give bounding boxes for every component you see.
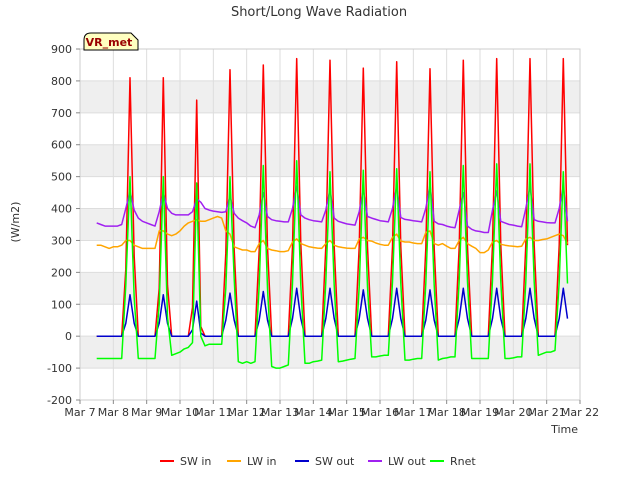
y-axis-label: (W/m2) — [9, 202, 22, 243]
y-tick-label: 700 — [51, 107, 72, 120]
legend-label: LW out — [388, 455, 426, 468]
legend-item: SW out — [295, 455, 355, 468]
background-band — [80, 208, 580, 241]
legend-item: SW in — [160, 455, 211, 468]
series-layer — [96, 57, 569, 369]
y-tick-label: 900 — [51, 43, 72, 56]
badge-shape — [83, 32, 139, 51]
x-tick-label: Mar 18 — [428, 406, 466, 419]
y-tick-label: 300 — [51, 234, 72, 247]
legend-label: Rnet — [450, 455, 476, 468]
y-axis-ticks: -200 -100 0 100 200 300 400 500 600 700 800 900 — [47, 43, 80, 407]
x-tick-label: Mar 19 — [461, 406, 499, 419]
x-axis-label: Time — [550, 423, 578, 436]
x-tick-label: Mar 20 — [494, 406, 532, 419]
legend-item: LW out — [368, 455, 426, 468]
x-tick-label: Mar 8 — [98, 406, 129, 419]
legend-item: LW in — [227, 455, 277, 468]
y-tick-label: 800 — [51, 75, 72, 88]
x-tick-label: Mar 13 — [261, 406, 299, 419]
x-tick-label: Mar 9 — [131, 406, 162, 419]
y-tick-label: 600 — [51, 139, 72, 152]
x-tick-label: Mar 16 — [361, 406, 399, 419]
series-line-rnet — [96, 159, 569, 369]
legend-label: LW in — [247, 455, 277, 468]
y-tick-label: 0 — [65, 330, 72, 343]
x-tick-label: Mar 17 — [394, 406, 432, 419]
badge-label: VR_met — [86, 36, 133, 49]
x-tick-label: Mar 22 — [561, 406, 599, 419]
x-tick-label: Mar 7 — [64, 406, 95, 419]
x-tick-label: Mar 12 — [228, 406, 266, 419]
x-tick-label: Mar 15 — [328, 406, 366, 419]
y-tick-label: 200 — [51, 266, 72, 279]
chart-title: Short/Long Wave Radiation — [231, 5, 407, 20]
y-tick-label: 100 — [51, 298, 72, 311]
x-tick-label: Mar 10 — [161, 406, 199, 419]
legend: SW in LW in SW out LW out Rnet — [160, 455, 476, 468]
station-badge: VR_met — [83, 32, 139, 51]
x-tick-label: Mar 11 — [194, 406, 232, 419]
y-tick-label: 400 — [51, 203, 72, 216]
y-tick-label: 500 — [51, 171, 72, 184]
series-line-lw-out — [96, 183, 569, 234]
x-tick-label: Mar 14 — [294, 406, 332, 419]
x-tick-label: Mar 21 — [528, 406, 566, 419]
plot-frame — [79, 48, 581, 401]
legend-item: Rnet — [430, 455, 476, 468]
y-tick-label: -200 — [47, 394, 72, 407]
legend-label: SW in — [180, 455, 211, 468]
background-band — [80, 336, 580, 369]
legend-label: SW out — [315, 455, 355, 468]
y-tick-label: -100 — [47, 362, 72, 375]
